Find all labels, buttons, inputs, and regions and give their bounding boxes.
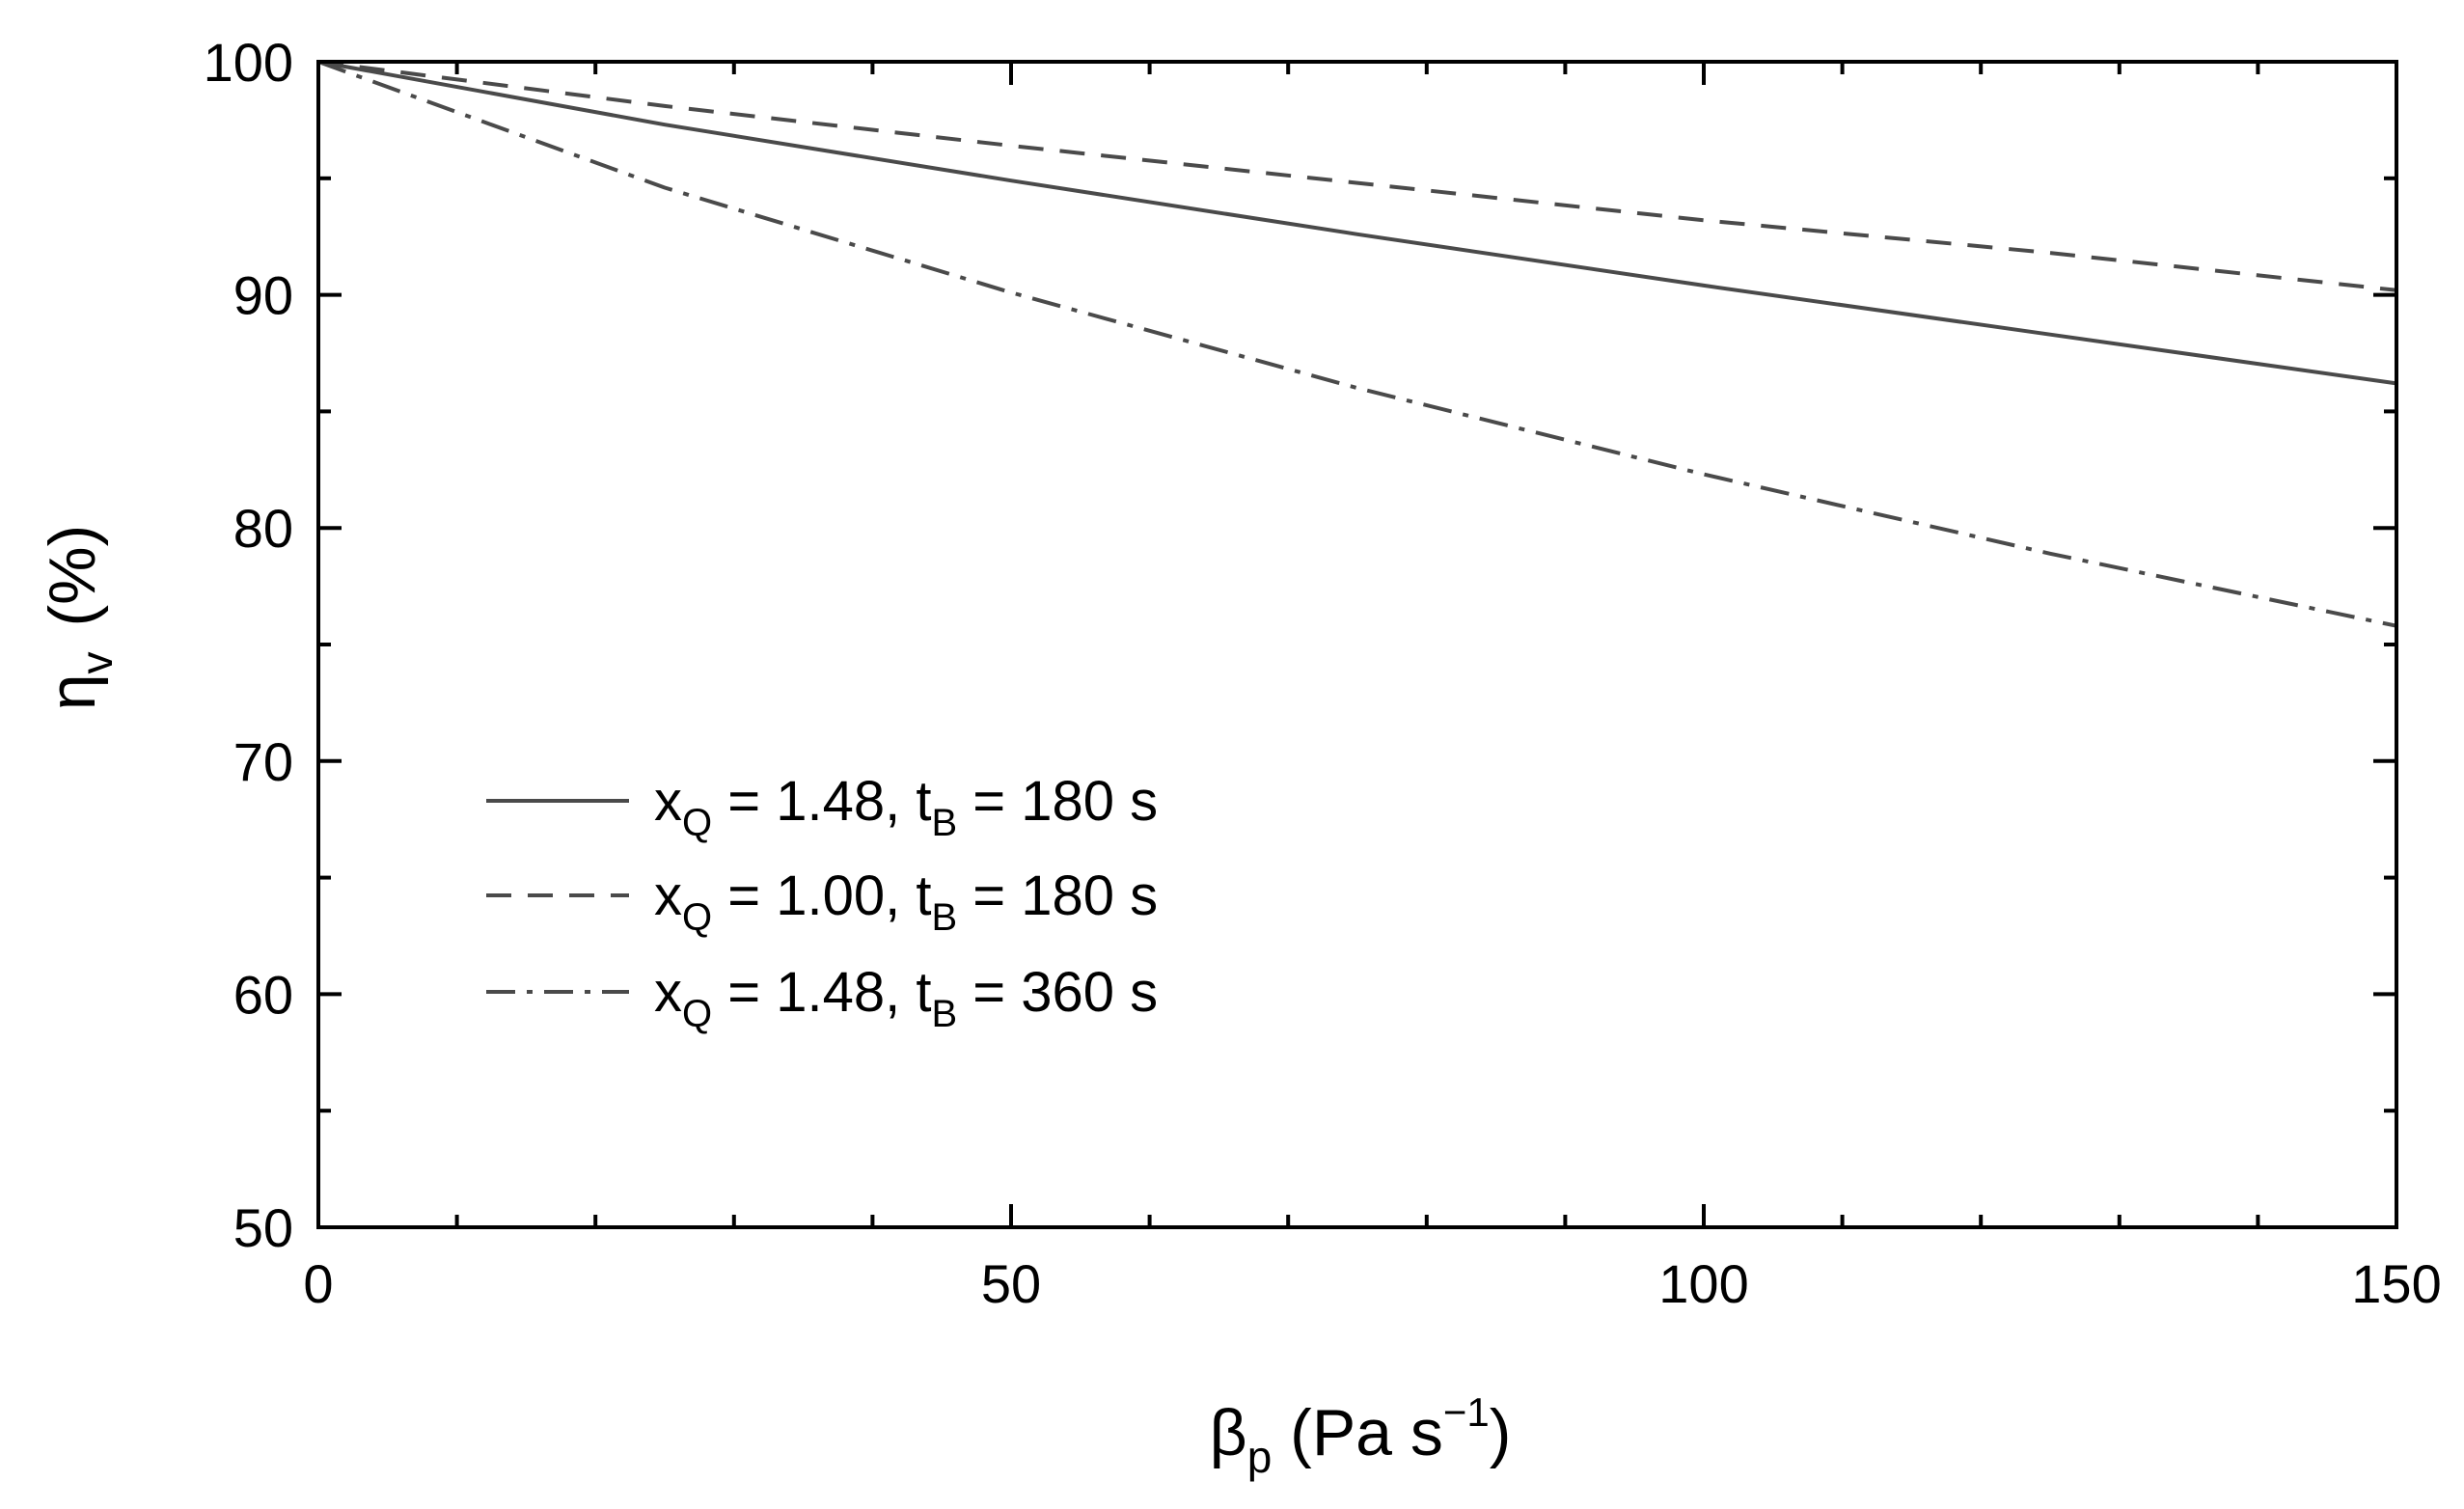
y-tick-label: 90 bbox=[233, 265, 293, 326]
plot-frame bbox=[316, 60, 2398, 1229]
series-lines bbox=[317, 60, 2397, 628]
y-axis-unit: (%) bbox=[36, 525, 109, 627]
y-axis-title: ηv (%) bbox=[36, 525, 122, 711]
y-tick-label: 50 bbox=[233, 1197, 293, 1258]
x-tick-label: 0 bbox=[303, 1253, 333, 1314]
y-tick-label: 70 bbox=[233, 731, 293, 792]
legend-item: xQ = 1.00, tB = 180 s bbox=[486, 864, 1158, 939]
x-axis-unit-exponent: −1 bbox=[1443, 1389, 1490, 1435]
legend: xQ = 1.48, tB = 180 s xQ = 1.00, tB = 18… bbox=[486, 770, 1158, 1035]
series-line-solid bbox=[317, 60, 2397, 386]
x-tick-label: 150 bbox=[2351, 1253, 2441, 1314]
x-axis-title: βp (Pa s−1) bbox=[1210, 1389, 1512, 1482]
y-axis-symbol-subscript: v bbox=[71, 651, 122, 673]
x-axis-unit-end: ) bbox=[1490, 1396, 1512, 1469]
y-tick-label: 80 bbox=[233, 498, 293, 559]
series-line-dashed bbox=[317, 60, 2397, 292]
x-tick-label: 100 bbox=[1658, 1253, 1748, 1314]
x-tick-label: 50 bbox=[981, 1253, 1041, 1314]
major-ticks bbox=[316, 60, 2398, 1229]
legend-item: xQ = 1.48, tB = 360 s bbox=[486, 961, 1158, 1035]
y-axis-symbol: η bbox=[36, 673, 109, 710]
y-tick-label: 60 bbox=[233, 964, 293, 1025]
y-tick-label: 100 bbox=[204, 32, 293, 93]
series-line-dashdot bbox=[317, 60, 2397, 628]
minor-ticks bbox=[318, 62, 2396, 1227]
legend-label: xQ = 1.00, tB = 180 s bbox=[654, 864, 1158, 939]
x-axis-symbol-subscript: p bbox=[1247, 1432, 1273, 1482]
legend-label: xQ = 1.48, tB = 180 s bbox=[654, 770, 1158, 844]
x-axis-symbol: β bbox=[1210, 1396, 1247, 1469]
legend-item: xQ = 1.48, tB = 180 s bbox=[486, 770, 1158, 844]
x-axis-unit-start: (Pa s bbox=[1272, 1396, 1443, 1469]
legend-label: xQ = 1.48, tB = 360 s bbox=[654, 961, 1158, 1035]
